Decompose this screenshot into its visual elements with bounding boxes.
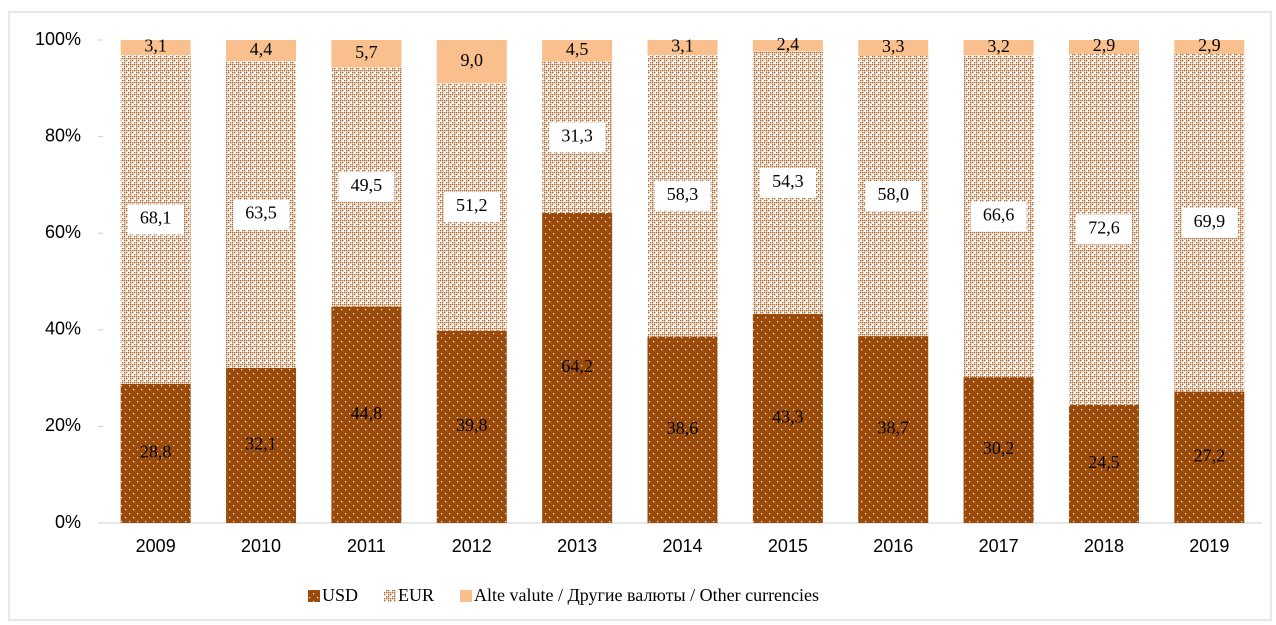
- label-box: [970, 201, 1027, 232]
- x-tick-label: 2016: [873, 536, 913, 556]
- bar-segment: [120, 383, 191, 523]
- bar-segment: [647, 40, 718, 55]
- data-label: 2,9: [1198, 35, 1221, 55]
- bar-segment: [436, 40, 507, 84]
- bar-segment: [752, 313, 823, 523]
- legend-label: Alte valute / Другие валюты / Other curr…: [474, 585, 819, 605]
- bar-segment: [858, 336, 929, 523]
- data-label: 3,2: [987, 36, 1010, 56]
- legend-label: USD: [322, 585, 358, 605]
- data-label: 58,3: [667, 184, 699, 204]
- label-box: [1075, 214, 1132, 245]
- bar-segment: [542, 212, 613, 523]
- data-label: 2,9: [1093, 35, 1116, 55]
- data-label: 30,2: [983, 438, 1015, 458]
- label-box: [233, 199, 290, 230]
- data-label: 4,4: [250, 39, 273, 59]
- y-tick-label: 60%: [45, 222, 81, 242]
- data-label: 72,6: [1088, 217, 1120, 237]
- label-box: [759, 167, 816, 198]
- data-label: 5,7: [355, 42, 378, 62]
- y-tick-label: 20%: [45, 415, 81, 435]
- data-label: 51,2: [456, 195, 488, 215]
- bar-segment: [963, 377, 1034, 523]
- data-label: 28,8: [140, 442, 172, 462]
- bar-segment: [858, 40, 929, 56]
- bar-segment: [1174, 391, 1245, 523]
- data-label: 27,2: [1194, 445, 1226, 465]
- bar-segment: [1068, 404, 1139, 523]
- data-label: 58,0: [877, 184, 909, 204]
- data-label: 3,3: [882, 36, 905, 56]
- label-box: [549, 122, 606, 153]
- bar-segment: [542, 40, 613, 62]
- data-label: 39,8: [456, 415, 488, 435]
- y-tick-label: 0%: [55, 512, 81, 532]
- chart-frame: [8, 11, 1272, 621]
- legend-swatch: [308, 590, 320, 602]
- bar-segment: [226, 40, 297, 62]
- bar-segment: [963, 40, 1034, 56]
- bar-segment: [647, 336, 718, 523]
- label-box: [338, 172, 395, 203]
- x-tick-label: 2014: [662, 536, 702, 556]
- legend-swatch: [460, 590, 473, 602]
- data-label: 64,2: [561, 356, 593, 376]
- data-label: 54,3: [772, 171, 804, 191]
- data-label: 44,8: [351, 403, 383, 423]
- bar-segment: [1174, 40, 1245, 55]
- data-label: 24,5: [1088, 452, 1120, 472]
- x-tick-label: 2018: [1084, 536, 1124, 556]
- x-tick-label: 2012: [452, 536, 492, 556]
- data-label: 66,6: [983, 204, 1015, 224]
- data-label: 69,9: [1194, 211, 1226, 231]
- bar-segment: [436, 330, 507, 523]
- bar-segment: [331, 40, 402, 68]
- x-tick-label: 2019: [1189, 536, 1229, 556]
- data-label: 68,1: [140, 208, 172, 228]
- label-box: [127, 204, 184, 235]
- bar-segment: [1068, 40, 1139, 55]
- data-label: 3,1: [671, 36, 694, 56]
- x-tick-label: 2011: [347, 536, 386, 556]
- label-box: [1181, 207, 1238, 238]
- data-label: 2,4: [777, 34, 800, 54]
- y-tick-label: 80%: [45, 125, 81, 145]
- data-label: 3,1: [144, 36, 167, 56]
- legend-label: EUR: [398, 585, 434, 605]
- y-tick-label: 100%: [35, 29, 81, 49]
- bar-segment: [752, 40, 823, 52]
- x-tick-label: 2013: [557, 536, 597, 556]
- data-label: 38,6: [667, 418, 699, 438]
- data-label: 4,5: [566, 39, 589, 59]
- data-label: 9,0: [461, 50, 484, 70]
- bar-segment: [226, 367, 297, 523]
- data-label: 38,7: [877, 418, 909, 438]
- data-label: 49,5: [351, 175, 383, 195]
- bar-segment: [331, 306, 402, 523]
- label-box: [443, 192, 500, 223]
- legend-swatch: [384, 590, 397, 602]
- data-label: 43,3: [772, 407, 804, 427]
- data-label: 31,3: [561, 125, 593, 145]
- x-tick-label: 2015: [768, 536, 808, 556]
- bar-segment: [120, 40, 191, 55]
- x-tick-label: 2017: [979, 536, 1019, 556]
- x-tick-label: 2010: [241, 536, 281, 556]
- label-box: [654, 180, 711, 211]
- y-tick-label: 40%: [45, 319, 81, 339]
- data-label: 63,5: [245, 203, 277, 223]
- x-tick-label: 2009: [136, 536, 176, 556]
- label-box: [865, 181, 922, 212]
- data-label: 32,1: [245, 434, 277, 454]
